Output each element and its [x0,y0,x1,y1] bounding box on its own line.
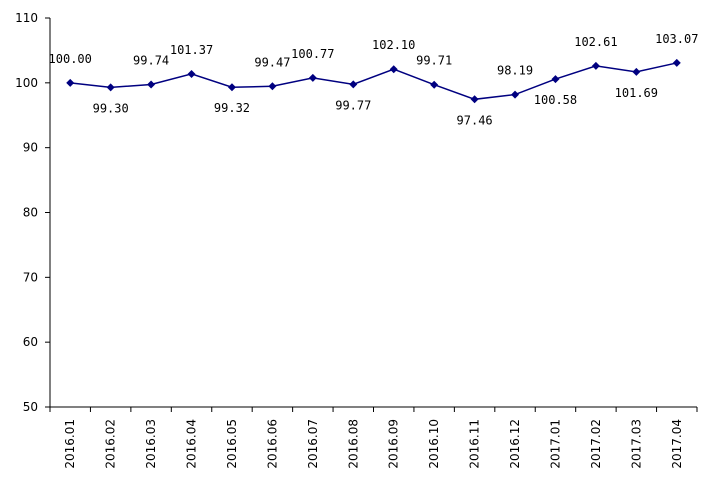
x-axis-ticks: 2016.01 2016.02 2016.03 2016.04 2016.05 2016.… [49,407,698,469]
x-tick-label: 2016.10 [427,419,441,469]
x-tick-label: 2016.02 [104,419,118,469]
data-point [308,73,317,82]
x-tick-label: 2016.05 [225,419,239,469]
data-label: 100.77 [291,47,334,61]
data-point [66,78,75,87]
data-point [106,83,115,92]
y-tick-label: 100 [15,76,38,90]
data-point [672,58,681,67]
data-point [551,75,560,84]
x-tick-label: 2016.03 [144,419,158,469]
x-tick-label: 2017.04 [670,419,684,469]
series-line [70,62,677,101]
y-tick-label: 110 [15,11,38,25]
data-label: 99.71 [416,54,452,68]
data-label: 99.74 [133,54,169,68]
x-tick-label: 2016.07 [306,419,320,469]
data-point [389,65,398,74]
data-label: 97.46 [457,113,493,127]
data-point [187,69,196,78]
data-label: 99.30 [93,101,129,115]
y-tick-label: 60 [23,335,38,349]
data-label: 99.47 [254,55,290,69]
x-tick-label: 2016.08 [346,419,360,469]
x-tick-label: 2017.03 [629,419,643,469]
data-point [147,80,156,89]
y-tick-label: 70 [23,270,38,284]
data-point [632,67,641,76]
y-tick-label: 80 [23,206,38,220]
data-point [349,80,358,89]
data-label: 101.37 [170,43,213,57]
data-point [430,80,439,89]
data-label: 100.58 [534,93,577,107]
data-label: 102.61 [574,35,617,49]
data-label: 99.77 [335,98,371,112]
data-label: 98.19 [497,64,533,78]
x-tick-label: 2016.01 [63,419,77,469]
y-axis-ticks: 50 60 70 80 90 100 110 [15,11,50,414]
data-label: 102.10 [372,38,415,52]
x-tick-label: 2017.01 [548,419,562,469]
x-tick-label: 2016.04 [185,419,199,469]
data-point [470,95,479,104]
data-point [511,90,520,99]
y-tick-label: 50 [23,400,38,414]
x-tick-label: 2016.09 [387,419,401,469]
data-label: 103.07 [655,32,698,46]
x-tick-label: 2016.06 [265,419,279,469]
data-point [227,83,236,92]
x-tick-label: 2016.12 [508,419,522,469]
y-tick-label: 90 [23,141,38,155]
data-label: 100.00 [49,52,92,66]
data-label: 99.32 [214,101,250,115]
data-point [591,61,600,70]
x-tick-label: 2016.11 [468,419,482,469]
series-group [66,58,681,104]
data-point [268,82,277,91]
data-label: 101.69 [615,86,658,100]
x-tick-label: 2017.02 [589,419,603,469]
